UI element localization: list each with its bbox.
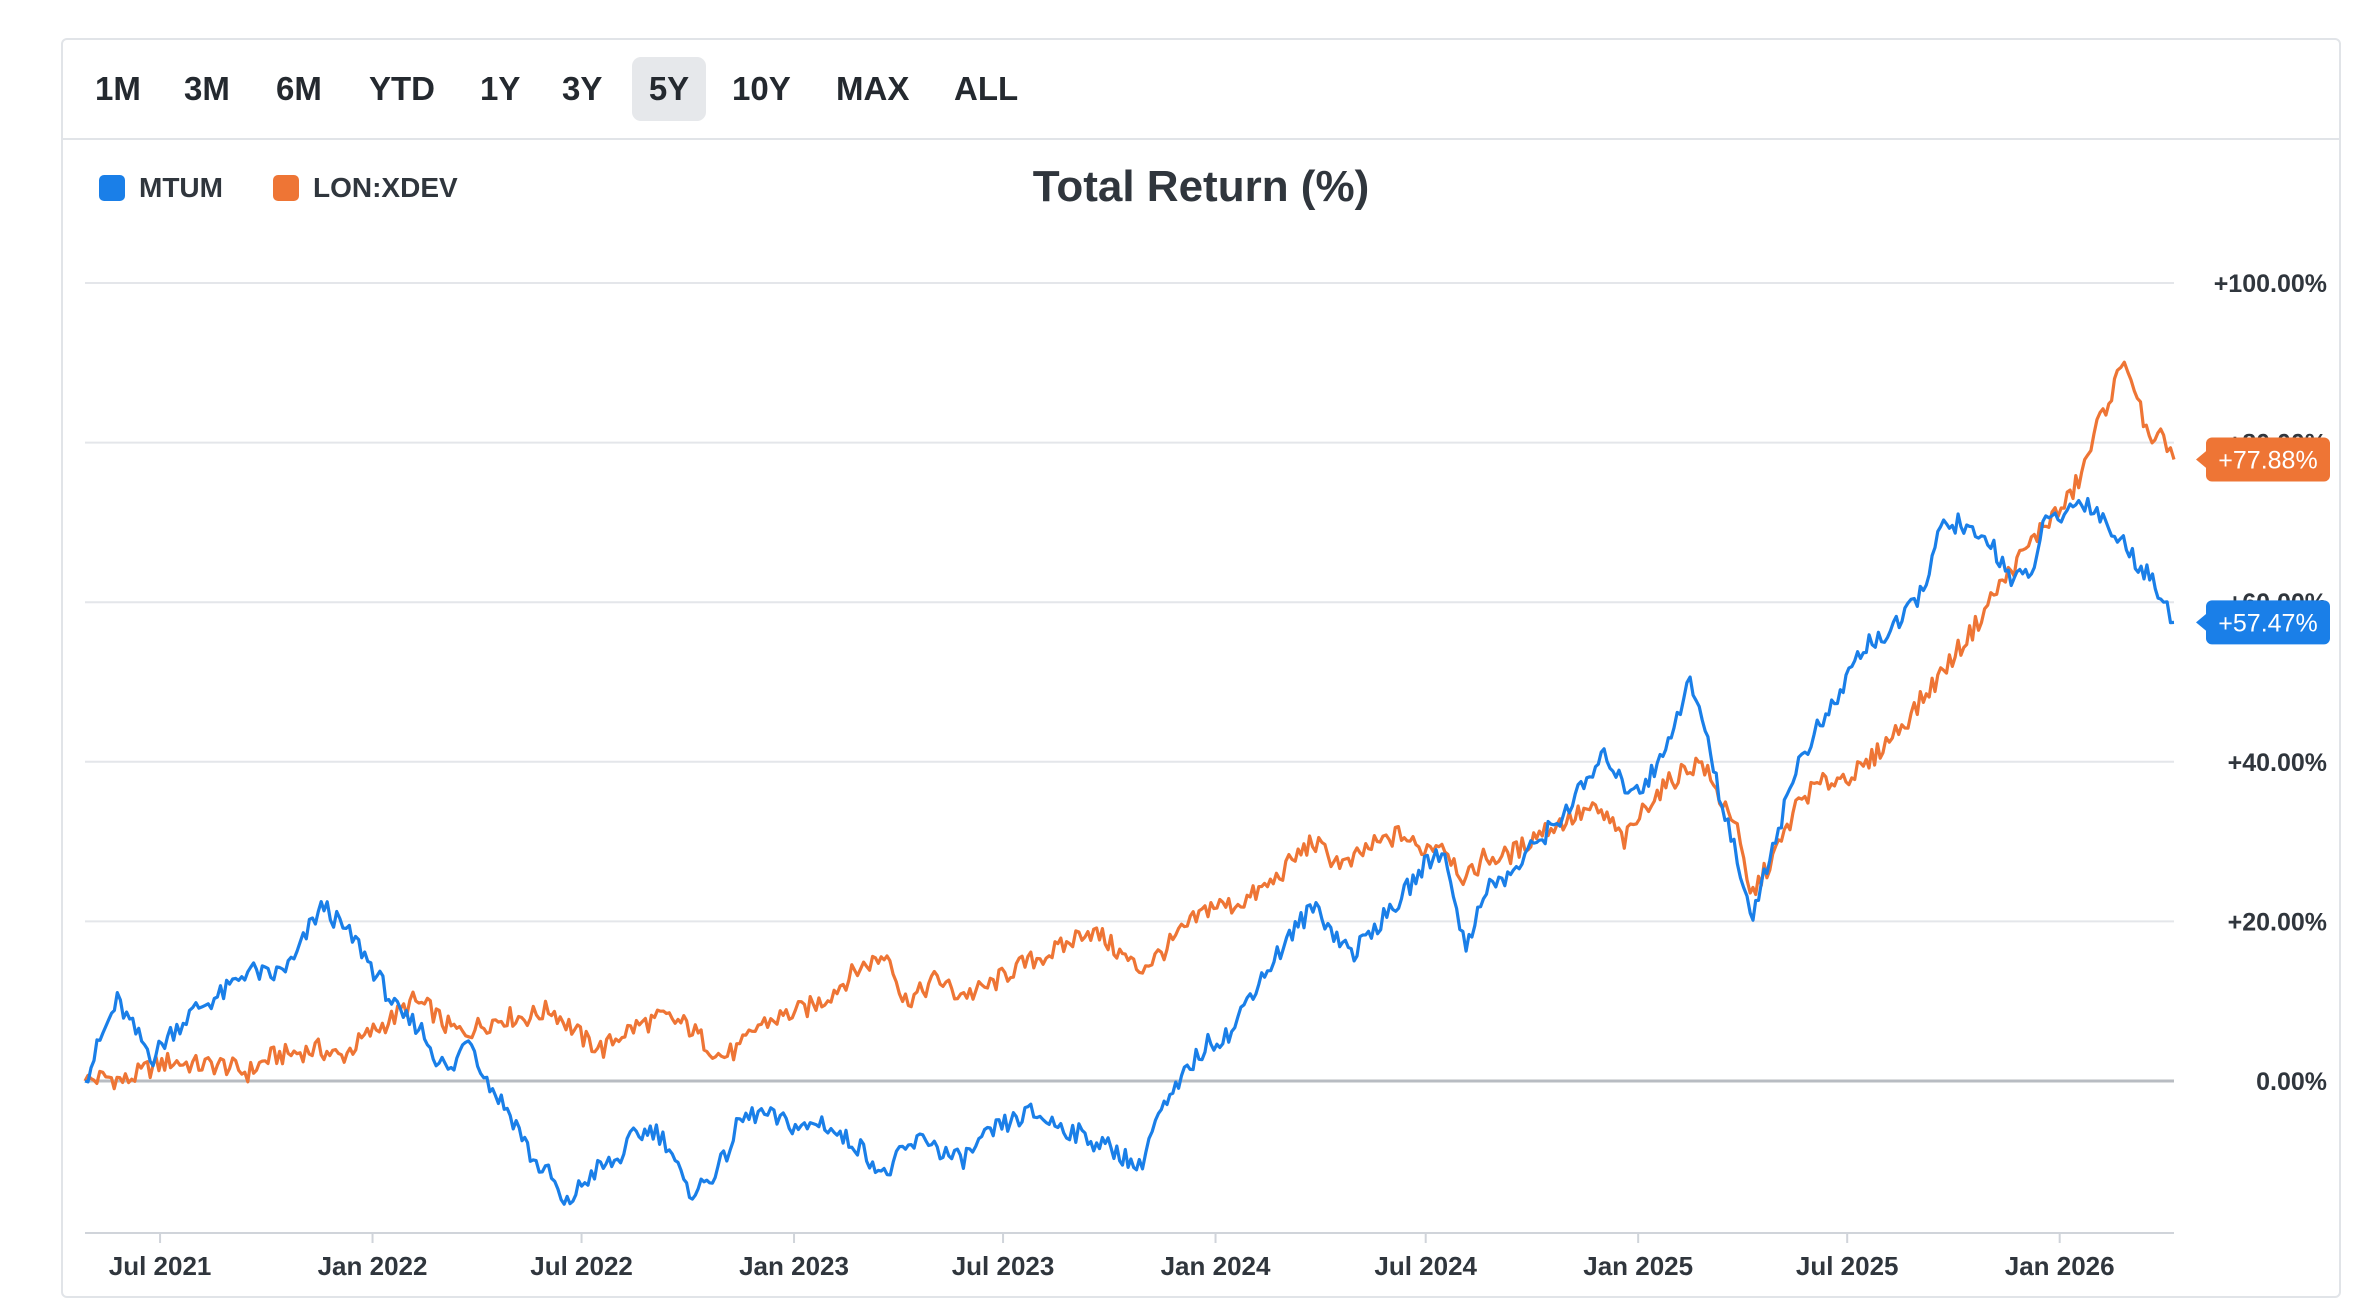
x-tick-label: Jul 2021: [109, 1251, 212, 1281]
end-label-badge-xdev: [2206, 437, 2330, 482]
x-tick-label: Jul 2023: [952, 1251, 1055, 1281]
x-tick-label: Jan 2023: [739, 1251, 849, 1281]
y-tick-label: +40.00%: [2228, 749, 2327, 777]
range-button-all[interactable]: ALL: [938, 57, 1034, 121]
x-tick-label: Jan 2026: [2005, 1251, 2115, 1281]
chart-card: 1M 3M 6M YTD 1Y 3Y 5Y 10Y MAX ALL MTUM L…: [61, 38, 2341, 1298]
end-label-pointer-mtum: [2196, 612, 2208, 633]
y-tick-label: +20.00%: [2228, 908, 2327, 936]
legend-label-mtum: MTUM: [139, 172, 223, 203]
series-line-xdev: [83, 360, 2176, 1091]
x-tick-label: Jan 2022: [318, 1251, 428, 1281]
range-button-max[interactable]: MAX: [820, 57, 925, 121]
x-tick-label: Jul 2022: [530, 1251, 633, 1281]
chart-title: Total Return (%): [1032, 162, 1370, 211]
y-tick-label: +100.00%: [2214, 270, 2327, 298]
legend-swatch-xdev: [273, 175, 299, 201]
end-label-text-xdev: +77.88%: [2218, 447, 2317, 475]
x-tick-label: Jul 2025: [1796, 1251, 1899, 1281]
range-button-3m[interactable]: 3M: [168, 57, 246, 121]
series-line-mtum: [84, 496, 2175, 1206]
range-button-1y[interactable]: 1Y: [464, 57, 536, 121]
legend-item-xdev[interactable]: LON:XDEV: [273, 172, 458, 204]
legend-item-mtum[interactable]: MTUM: [99, 172, 223, 204]
range-button-6m[interactable]: 6M: [260, 57, 338, 121]
chart-plot: +100.00%+80.00%+60.00%+40.00%+20.00%0.00…: [83, 270, 2330, 1281]
range-button-10y[interactable]: 10Y: [716, 57, 807, 121]
legend-label-xdev: LON:XDEV: [313, 172, 458, 203]
x-tick-label: Jul 2024: [1374, 1251, 1477, 1281]
range-button-3y[interactable]: 3Y: [546, 57, 618, 121]
x-tick-label: Jan 2024: [1161, 1251, 1271, 1281]
legend-swatch-mtum: [99, 175, 125, 201]
end-label-text-mtum: +57.47%: [2218, 609, 2317, 637]
end-label-pointer-xdev: [2196, 449, 2208, 470]
range-button-5y[interactable]: 5Y: [632, 57, 706, 121]
x-tick-label: Jan 2025: [1583, 1251, 1693, 1281]
y-tick-label: 0.00%: [2256, 1068, 2327, 1096]
range-selector: 1M 3M 6M YTD 1Y 3Y 5Y 10Y MAX ALL: [63, 40, 2339, 140]
range-button-1m[interactable]: 1M: [79, 57, 157, 121]
range-button-ytd[interactable]: YTD: [353, 57, 451, 121]
end-label-badge-mtum: [2206, 600, 2330, 645]
